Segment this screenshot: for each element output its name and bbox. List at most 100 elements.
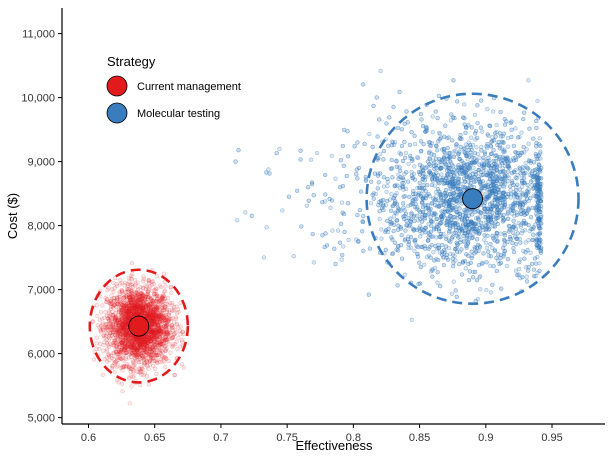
scatter-point	[153, 330, 159, 335]
scatter-point	[176, 325, 181, 330]
scatter-point	[134, 298, 140, 304]
scatter-point	[149, 337, 154, 342]
scatter-point	[122, 324, 127, 330]
scatter-point	[124, 286, 130, 292]
scatter-point	[118, 338, 123, 343]
scatter-point	[137, 304, 142, 310]
scatter-point	[169, 290, 174, 295]
scatter-point	[154, 312, 159, 317]
scatter-point	[140, 309, 146, 314]
scatter-point	[137, 370, 143, 375]
scatter-point	[128, 366, 133, 372]
scatter-point	[151, 321, 157, 327]
scatter-point	[132, 344, 137, 350]
scatter-point	[147, 313, 152, 318]
scatter-point	[138, 356, 143, 361]
scatter-point	[121, 300, 126, 306]
scatter-point	[147, 307, 152, 312]
scatter-point	[155, 316, 160, 321]
scatter-point	[109, 342, 114, 347]
scatter-point	[127, 401, 132, 406]
scatter-point	[180, 339, 185, 344]
scatter-point	[154, 360, 160, 365]
scatter-point	[160, 295, 165, 300]
scatter-point	[151, 328, 156, 333]
scatter-point	[142, 308, 147, 314]
scatter-point	[129, 290, 134, 296]
scatter-point	[123, 335, 128, 340]
scatter-point	[159, 318, 165, 324]
scatter-point	[164, 332, 169, 337]
scatter-point	[140, 310, 145, 315]
scatter-point	[168, 284, 174, 290]
scatter-point	[95, 323, 101, 328]
scatter-point	[116, 328, 121, 333]
scatter-point	[134, 347, 139, 353]
scatter-point	[127, 308, 132, 313]
scatter-point	[144, 302, 149, 308]
scatter-point	[137, 347, 143, 353]
scatter-point	[169, 308, 175, 313]
scatter-point	[148, 338, 153, 343]
scatter-point	[133, 349, 138, 354]
scatter-point	[164, 329, 169, 334]
scatter-point	[164, 323, 169, 328]
scatter-point	[109, 318, 114, 324]
scatter-point	[156, 315, 161, 320]
scatter-point	[156, 322, 161, 327]
scatter-point	[121, 364, 126, 369]
scatter-point	[117, 318, 123, 323]
scatter-point	[179, 362, 185, 367]
scatter-point	[141, 335, 146, 340]
scatter-point	[116, 333, 121, 339]
scatter-point	[124, 289, 129, 294]
scatter-point	[133, 341, 138, 346]
scatter-point	[147, 316, 153, 321]
scatter-point	[126, 294, 132, 300]
scatter-point	[128, 314, 134, 319]
scatter-point	[122, 283, 127, 288]
scatter-point	[127, 346, 132, 351]
scatter-point	[126, 300, 131, 305]
scatter-point	[128, 332, 133, 338]
scatter-point	[121, 347, 126, 352]
scatter-point	[129, 342, 134, 347]
scatter-point	[144, 292, 150, 297]
scatter-point	[103, 325, 108, 330]
scatter-point	[104, 355, 110, 360]
scatter-point	[106, 309, 112, 314]
scatter-point	[157, 328, 162, 333]
scatter-point	[151, 315, 156, 321]
scatter-point	[146, 309, 151, 315]
scatter-point	[167, 310, 172, 315]
scatter-point	[144, 337, 149, 342]
scatter-point	[127, 295, 133, 300]
scatter-point	[152, 312, 157, 318]
scatter-point	[127, 309, 133, 314]
scatter-point	[155, 320, 160, 326]
scatter-point	[153, 336, 158, 341]
scatter-point	[150, 312, 155, 317]
scatter-point	[111, 296, 116, 301]
scatter-point	[169, 336, 174, 341]
scatter-point	[130, 342, 136, 347]
scatter-point	[142, 297, 147, 302]
scatter-point	[152, 338, 157, 343]
scatter-point	[152, 358, 157, 363]
scatter-point	[122, 341, 127, 346]
scatter-point	[147, 294, 152, 299]
scatter-point	[111, 339, 117, 344]
scatter-point	[112, 318, 117, 323]
scatter-point	[170, 335, 175, 341]
scatter-point	[120, 364, 125, 369]
scatter-point	[140, 285, 146, 290]
scatter-point	[135, 291, 140, 297]
scatter-point	[155, 320, 160, 325]
scatter-point	[154, 329, 160, 334]
scatter-point	[131, 305, 137, 310]
scatter-point	[131, 310, 136, 315]
scatter-point	[111, 356, 116, 362]
scatter-point	[106, 337, 111, 343]
scatter-point	[138, 345, 143, 350]
scatter-point	[111, 350, 117, 356]
